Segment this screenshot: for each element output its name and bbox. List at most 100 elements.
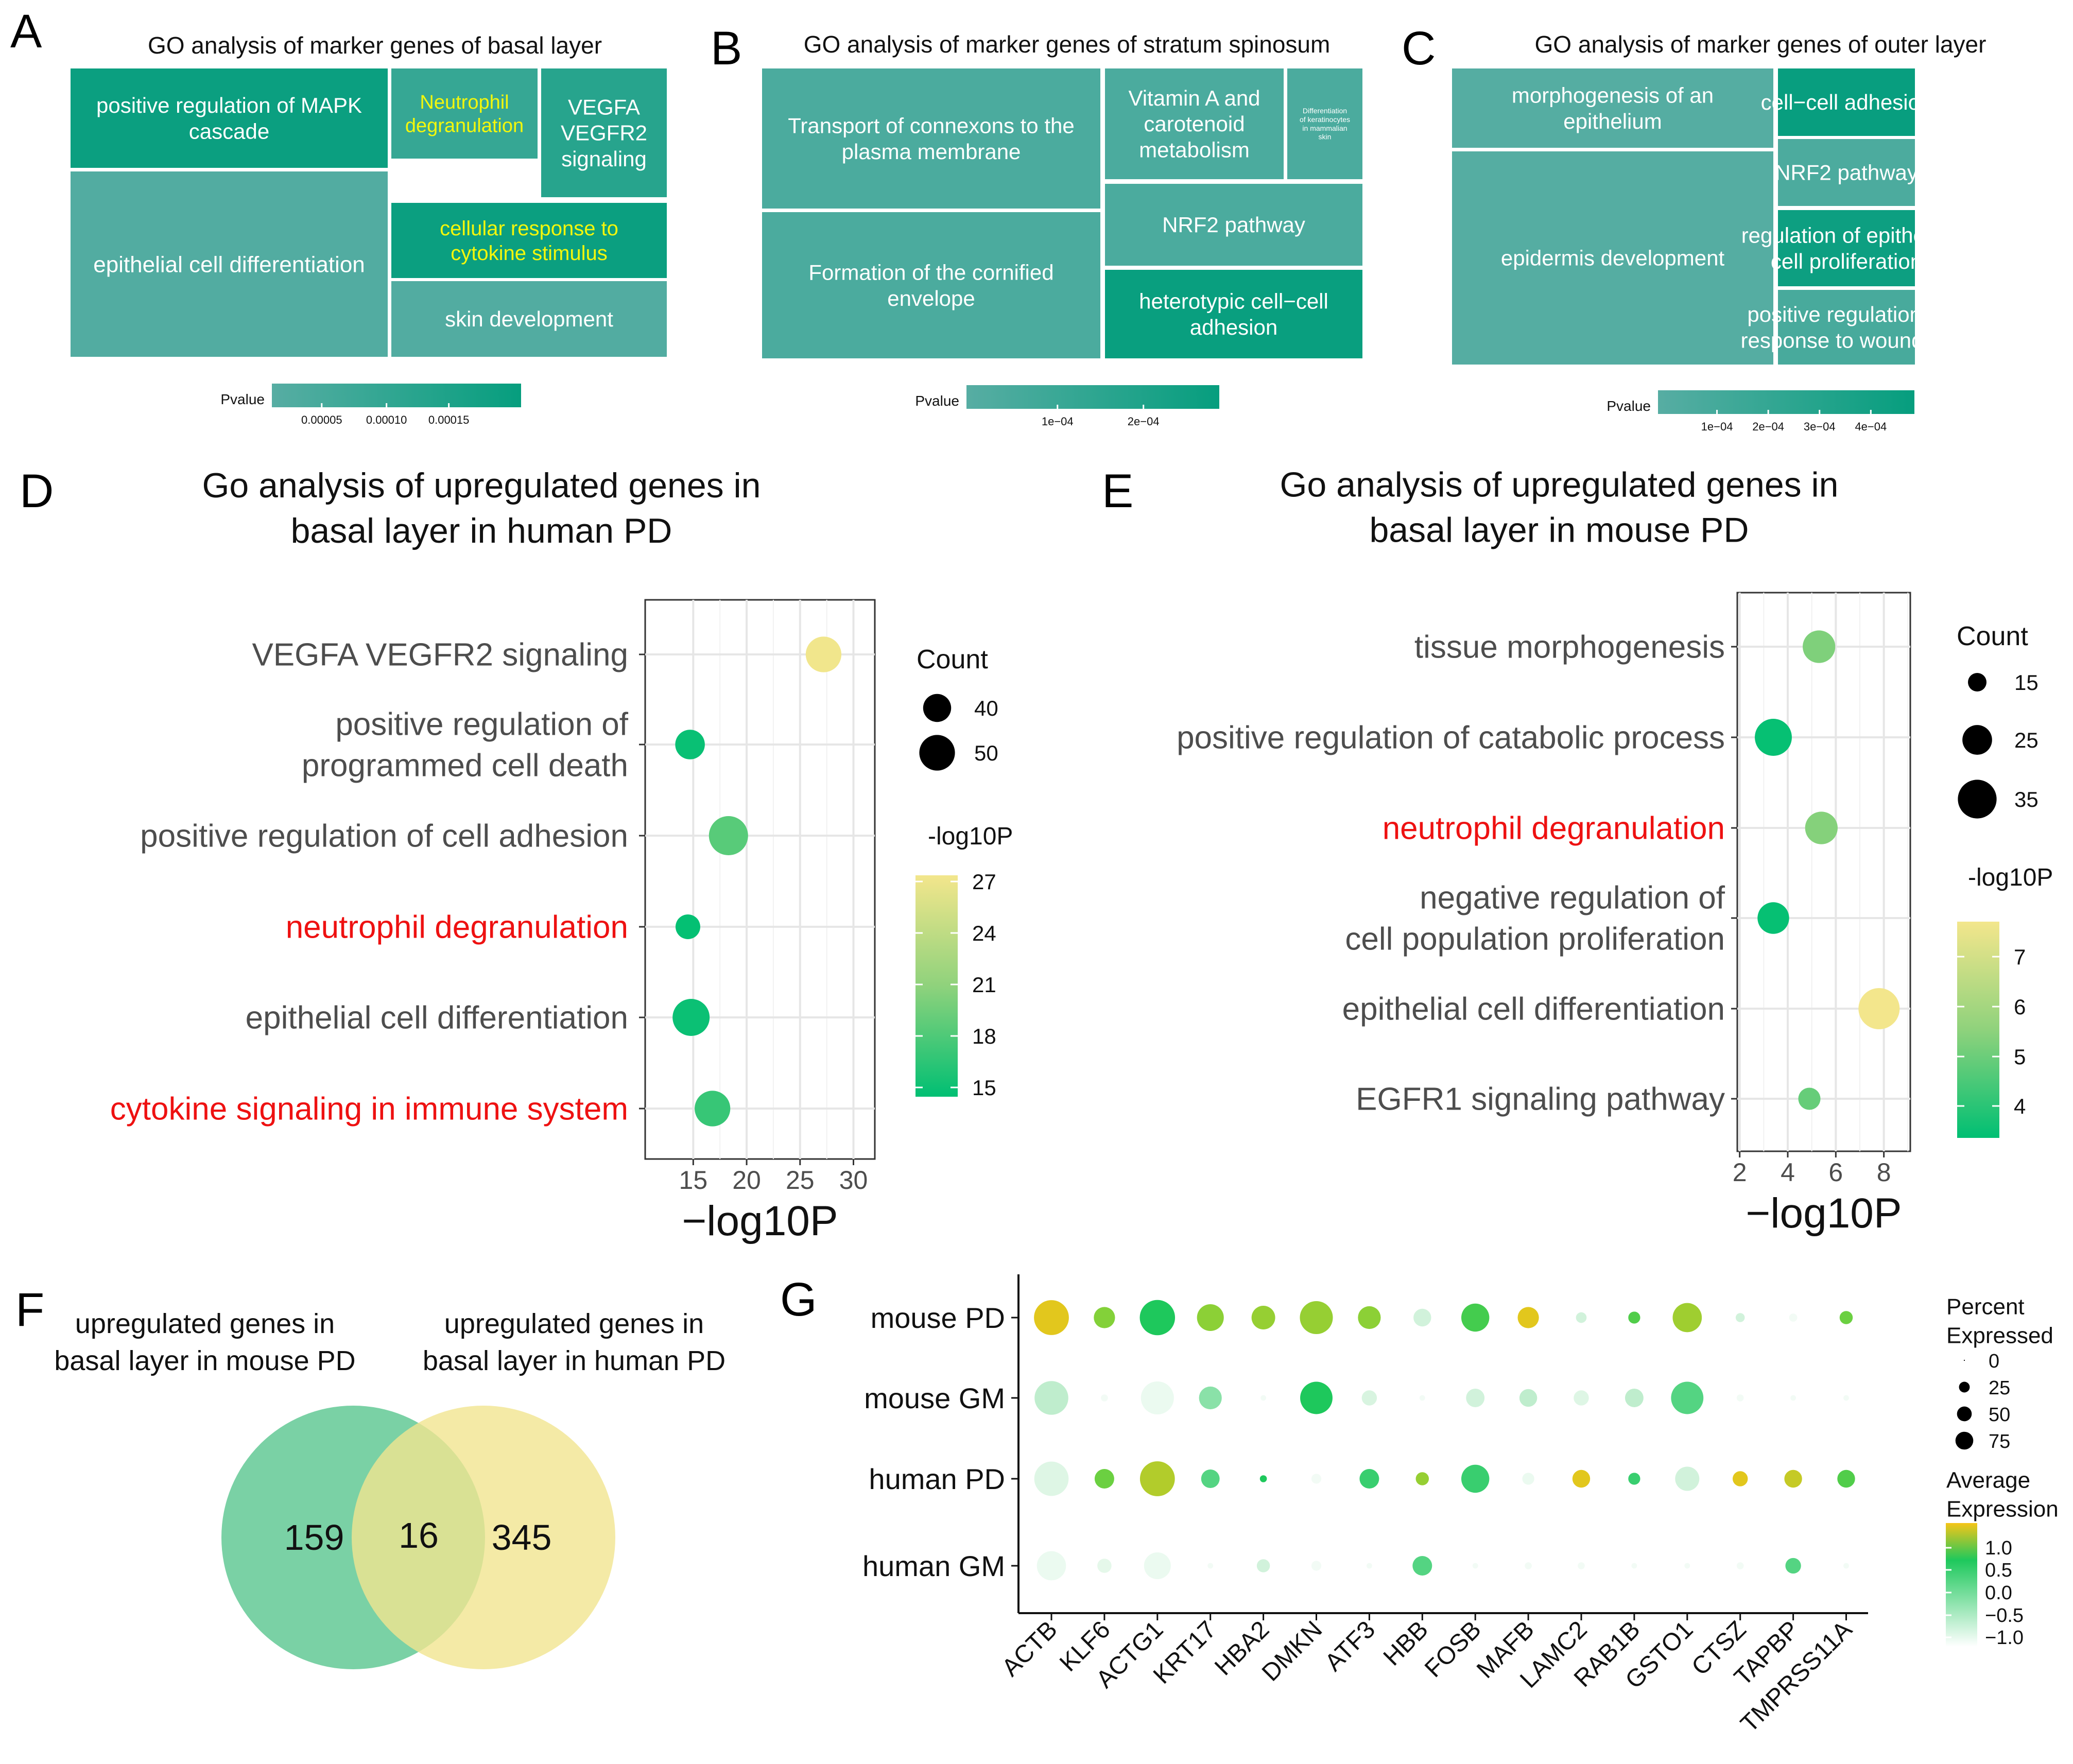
treemap-tile-label: in mammalian: [1302, 124, 1347, 132]
term-label: tissue morphogenesis: [1414, 630, 1725, 665]
term-dot: [695, 1091, 731, 1127]
gene-label: FOSB: [1420, 1616, 1487, 1683]
pvalue-legend-title: Pvalue: [220, 391, 265, 407]
term-label: VEGFA VEGFR2 signaling: [252, 637, 628, 673]
treemap-tile-label: morphogenesis of an: [1512, 83, 1714, 108]
treemap-tile-label: NRF2 pathway: [1162, 213, 1305, 237]
term-dot: [805, 636, 842, 672]
treemap-tile: [1105, 68, 1284, 179]
expression-dot: [1201, 1469, 1220, 1488]
size-legend-label: 35: [2014, 787, 2039, 811]
x-axis-label: −log10P: [1746, 1190, 1902, 1237]
x-tick-label: 4: [1781, 1158, 1795, 1187]
x-axis-label: −log10P: [682, 1198, 838, 1244]
dotplot-title: Go analysis of upregulated genes in: [1280, 465, 1839, 504]
pvalue-tick-label: 0.00005: [301, 413, 342, 426]
size-legend-label: 15: [2014, 670, 2039, 695]
expression-dot: [1576, 1312, 1587, 1323]
treemap-tile: [1778, 210, 1915, 286]
term-dot: [1805, 811, 1838, 844]
pvalue-tick-label: 3e−04: [1804, 420, 1836, 433]
term-dot: [1798, 1087, 1821, 1110]
pct-legend-dot: [1963, 1359, 1965, 1361]
panel-letter-c: C: [1402, 22, 1436, 75]
expression-dot: [1034, 1461, 1069, 1496]
treemap-tile-label: response to wounding: [1741, 328, 1953, 352]
avg-legend-label: −0.5: [1985, 1605, 2024, 1627]
expression-dot: [1843, 1395, 1849, 1401]
x-tick-label: 20: [732, 1166, 761, 1195]
treemap-tile: [71, 68, 388, 168]
pvalue-colorbar: [272, 384, 521, 407]
pct-legend-dot: [1957, 1406, 1972, 1422]
color-legend-label: 21: [972, 973, 996, 997]
treemap-tile: [1778, 139, 1915, 206]
x-tick-label: 2: [1733, 1158, 1747, 1187]
expression-dot: [1359, 1469, 1379, 1489]
group-label: human PD: [869, 1463, 1005, 1495]
expression-dot: [1419, 1395, 1425, 1401]
venn-count-human-only: 345: [492, 1517, 552, 1558]
term-label: epithelial cell differentiation: [1342, 992, 1725, 1027]
panel-letter-b: B: [711, 22, 742, 75]
expression-dot: [1578, 1562, 1585, 1569]
expression-dot: [1034, 1300, 1069, 1335]
panel-letter-f: F: [15, 1284, 44, 1336]
pvalue-colorbar: [1658, 390, 1914, 414]
pct-legend-dot: [1959, 1381, 1970, 1393]
expression-dot: [1300, 1381, 1333, 1414]
pct-legend-label: 25: [1989, 1377, 2010, 1399]
term-dot: [1757, 902, 1789, 934]
treemap-tile-label: NRF2 pathway: [1775, 161, 1918, 185]
panel-letter-d: D: [20, 465, 54, 517]
term-label: cytokine signaling in immune system: [110, 1092, 628, 1127]
color-legend-title: -log10P: [928, 823, 1013, 850]
venn-set-label: upregulated genes in: [444, 1308, 704, 1339]
gridlines: [645, 600, 875, 1159]
treemap-a: GO analysis of marker genes of basal lay…: [71, 32, 667, 426]
panel-letters: A B C D E F G: [10, 5, 1436, 1336]
treemap-tile-label: regulation of epithelial: [1741, 223, 1952, 248]
term-label: cell population proliferation: [1345, 922, 1725, 957]
expression-dot: [1207, 1563, 1214, 1569]
treemap-tile-label: envelope: [887, 286, 975, 310]
expression-dot: [1144, 1552, 1171, 1580]
group-label: mouse GM: [864, 1382, 1005, 1414]
treemap-tile-label: degranulation: [405, 115, 524, 137]
expression-dot: [1735, 1313, 1745, 1322]
treemap-tile-label: epithelium: [1563, 109, 1662, 133]
dotplot-title: basal layer in mouse PD: [1369, 510, 1749, 549]
expression-dot: [1837, 1469, 1855, 1488]
treemap-tile: [1105, 270, 1362, 358]
expression-dot: [1094, 1307, 1115, 1328]
treemap-tile: [1452, 151, 1773, 365]
treemap-tile-label: cascade: [189, 119, 269, 143]
pvalue-tick-label: 0.00010: [366, 413, 407, 426]
avg-legend-label: 1.0: [1985, 1537, 2012, 1559]
size-legend-dot: [1968, 673, 1986, 691]
gridlines: [1737, 593, 1910, 1151]
term-label: EGFR1 signaling pathway: [1356, 1082, 1725, 1117]
expression-dot: [1199, 1386, 1222, 1410]
expression-dot: [1415, 1472, 1429, 1485]
size-legend-dot: [919, 735, 955, 771]
expression-dot: [1789, 1313, 1798, 1322]
expression-dot: [1361, 1390, 1377, 1406]
gene-label: ACTB: [997, 1616, 1063, 1682]
expression-dot: [1675, 1466, 1700, 1491]
expression-dot: [1413, 1308, 1431, 1327]
x-tick-label: 8: [1877, 1158, 1891, 1187]
treemap-tile-label: Neutrophil: [420, 92, 509, 113]
treemap-tile-label: Transport of connexons to the: [788, 114, 1074, 138]
expression-dot: [1311, 1561, 1322, 1571]
term-label: neutrophil degranulation: [1383, 811, 1725, 846]
treemap-tile-label: carotenoid: [1144, 112, 1245, 136]
treemap-tile: [762, 212, 1100, 358]
treemap-tile-label: of keratinocytes: [1300, 115, 1350, 124]
size-legend-dot: [1962, 725, 1992, 755]
treemap-tile-label: cytokine stimulus: [451, 242, 608, 265]
pct-legend-title: Expressed: [1946, 1323, 2053, 1348]
panel-letter-a: A: [10, 5, 42, 58]
expression-dot: [1412, 1556, 1432, 1576]
